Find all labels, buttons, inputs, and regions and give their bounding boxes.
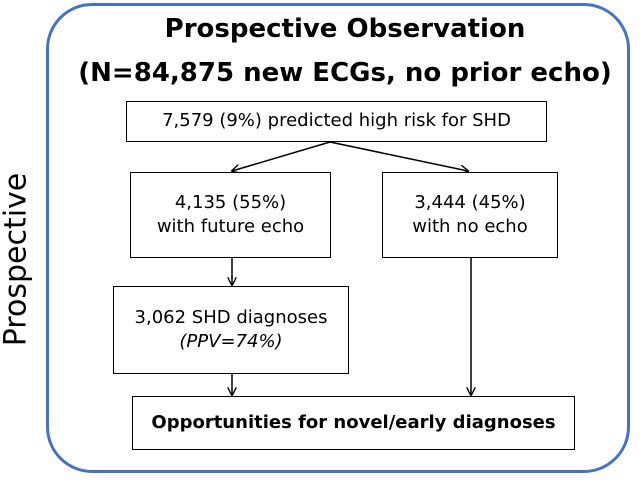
rounded-frame: [46, 3, 630, 473]
box-no-echo-line1: 3,444 (45%): [414, 191, 526, 213]
box-high-risk: 7,579 (9%) predicted high risk for SHD: [126, 101, 547, 142]
box-opportunities: Opportunities for novel/early diagnoses: [132, 396, 575, 450]
box-no-echo: 3,444 (45%) with no echo: [382, 172, 558, 258]
box-high-risk-text: 7,579 (9%) predicted high risk for SHD: [162, 110, 511, 132]
box-future-echo-line1: 4,135 (55%): [174, 191, 287, 213]
box-shd-diagnoses-ppv: (PPV=74%): [179, 331, 283, 352]
box-no-echo-line2: with no echo: [412, 216, 528, 237]
box-future-echo: 4,135 (55%) with future echo: [130, 172, 331, 258]
box-shd-diagnoses-line1: 3,062 SHD diagnoses: [134, 306, 328, 328]
title-line-2: (N=84,875 new ECGs, no prior echo): [78, 58, 612, 88]
arrow-top-to-left: [232, 141, 331, 171]
box-future-echo-line2: with future echo: [156, 216, 305, 237]
arrow-top-to-right: [329, 141, 468, 171]
box-opportunities-text: Opportunities for novel/early diagnoses: [151, 411, 556, 433]
title-line-1: Prospective Observation: [164, 14, 526, 44]
box-shd-diagnoses: 3,062 SHD diagnoses (PPV=74%): [113, 286, 349, 374]
